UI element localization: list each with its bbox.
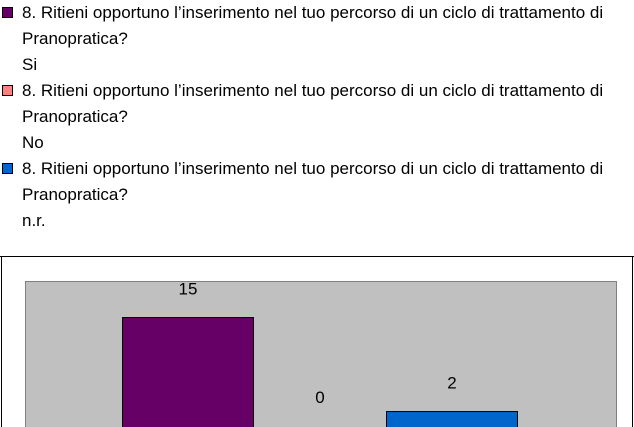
legend: 8. Ritieni opportuno l’inserimento nel t… bbox=[0, 0, 630, 234]
legend-swatch bbox=[2, 163, 13, 174]
data-label: 15 bbox=[179, 280, 198, 299]
legend-entry: 8. Ritieni opportuno l’inserimento nel t… bbox=[0, 0, 630, 78]
legend-label: 8. Ritieni opportuno l’inserimento nel t… bbox=[22, 3, 604, 74]
legend-label: 8. Ritieni opportuno l’inserimento nel t… bbox=[22, 81, 604, 152]
legend-swatch bbox=[2, 7, 13, 18]
legend-swatch bbox=[2, 85, 13, 96]
bar bbox=[122, 317, 254, 427]
data-label: 2 bbox=[447, 374, 456, 393]
legend-entry: 8. Ritieni opportuno l’inserimento nel t… bbox=[0, 78, 630, 156]
bar bbox=[386, 411, 518, 427]
data-label: 0 bbox=[315, 388, 324, 407]
legend-entry: 8. Ritieni opportuno l’inserimento nel t… bbox=[0, 156, 630, 234]
legend-label: 8. Ritieni opportuno l’inserimento nel t… bbox=[22, 159, 604, 230]
